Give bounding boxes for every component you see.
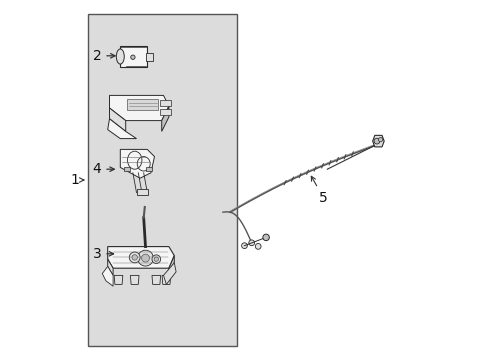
Circle shape (241, 243, 247, 248)
Bar (123, 167, 130, 171)
Circle shape (154, 257, 158, 261)
Polygon shape (127, 99, 158, 110)
Circle shape (248, 240, 254, 246)
Polygon shape (162, 106, 168, 131)
Polygon shape (120, 149, 154, 178)
Polygon shape (107, 247, 174, 268)
Polygon shape (109, 108, 125, 131)
Circle shape (263, 234, 269, 240)
Polygon shape (372, 135, 384, 147)
Circle shape (130, 55, 135, 59)
Polygon shape (130, 275, 139, 284)
Bar (160, 100, 170, 106)
Bar (136, 189, 148, 195)
Circle shape (378, 138, 382, 142)
Ellipse shape (116, 49, 124, 64)
Bar (160, 109, 170, 115)
Text: 4: 4 (92, 162, 114, 176)
Bar (146, 53, 152, 61)
Polygon shape (168, 256, 174, 275)
Text: 5: 5 (311, 176, 327, 205)
Circle shape (255, 243, 261, 249)
Text: 2: 2 (92, 49, 115, 63)
Polygon shape (102, 266, 113, 286)
Circle shape (141, 254, 149, 262)
Polygon shape (107, 119, 136, 139)
Circle shape (373, 138, 379, 144)
Polygon shape (114, 275, 122, 284)
Polygon shape (152, 275, 160, 284)
Bar (145, 167, 152, 171)
Circle shape (152, 255, 160, 264)
Circle shape (137, 250, 153, 266)
Circle shape (129, 252, 140, 263)
Text: 3: 3 (92, 247, 113, 261)
Polygon shape (109, 95, 168, 121)
Polygon shape (162, 275, 170, 284)
Text: 1: 1 (71, 173, 80, 187)
FancyBboxPatch shape (120, 46, 146, 67)
Polygon shape (163, 263, 176, 284)
Bar (88, 14, 237, 346)
Polygon shape (107, 259, 113, 275)
Circle shape (132, 255, 137, 260)
